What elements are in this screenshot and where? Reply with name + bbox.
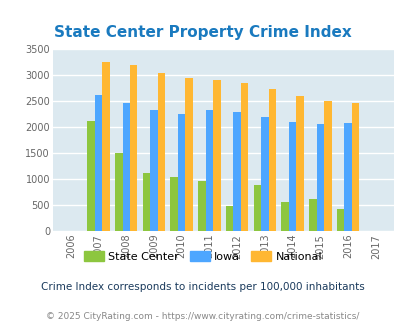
Text: Crime Index corresponds to incidents per 100,000 inhabitants: Crime Index corresponds to incidents per… xyxy=(41,282,364,292)
Bar xyxy=(213,80,220,231)
Bar xyxy=(143,173,150,231)
Legend: State Center, Iowa, National: State Center, Iowa, National xyxy=(79,247,326,266)
Bar xyxy=(281,202,288,231)
Bar xyxy=(316,124,323,231)
Bar xyxy=(150,110,157,231)
Bar xyxy=(170,177,177,231)
Bar xyxy=(233,112,240,231)
Bar xyxy=(130,65,137,231)
Bar xyxy=(122,103,130,231)
Bar xyxy=(296,96,303,231)
Bar xyxy=(157,73,165,231)
Bar xyxy=(185,78,192,231)
Bar xyxy=(260,117,268,231)
Bar xyxy=(343,123,351,231)
Bar xyxy=(253,185,260,231)
Bar xyxy=(177,114,185,231)
Bar xyxy=(198,181,205,231)
Text: © 2025 CityRating.com - https://www.cityrating.com/crime-statistics/: © 2025 CityRating.com - https://www.city… xyxy=(46,312,359,321)
Bar xyxy=(115,153,122,231)
Bar xyxy=(268,89,275,231)
Bar xyxy=(351,103,358,231)
Text: State Center Property Crime Index: State Center Property Crime Index xyxy=(54,25,351,41)
Bar xyxy=(240,83,248,231)
Bar xyxy=(87,120,94,231)
Bar xyxy=(94,95,102,231)
Bar xyxy=(225,206,233,231)
Bar xyxy=(102,62,109,231)
Bar xyxy=(336,209,343,231)
Bar xyxy=(288,122,296,231)
Bar xyxy=(308,199,316,231)
Bar xyxy=(205,110,213,231)
Bar xyxy=(323,101,331,231)
